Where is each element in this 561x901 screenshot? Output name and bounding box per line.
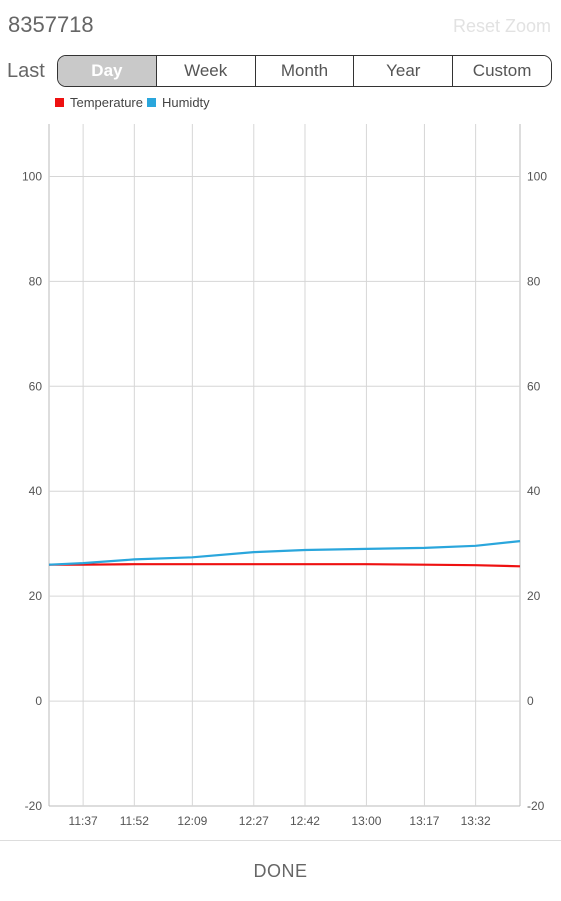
y-left-tick-label: -20: [25, 799, 43, 813]
legend-humidity[interactable]: Humidty: [146, 95, 210, 110]
x-tick-label: 11:37: [69, 814, 98, 828]
y-left-tick-label: 40: [29, 484, 43, 498]
range-year-button[interactable]: Year: [354, 56, 454, 86]
range-day-button[interactable]: Day: [58, 56, 157, 86]
temperature-swatch: [55, 98, 64, 107]
humidity-swatch: [146, 98, 156, 107]
y-left-tick-label: 100: [22, 169, 42, 183]
y-right-tick-label: 20: [527, 589, 541, 603]
reset-zoom-button[interactable]: Reset Zoom: [452, 16, 551, 36]
x-tick-label: 12:09: [177, 814, 207, 828]
device-id: 8357718: [8, 12, 94, 37]
top-bar: 8357718 Reset Zoom: [0, 0, 561, 52]
y-right-tick-label: 60: [527, 379, 541, 393]
range-label: Last: [7, 60, 45, 82]
temperature-line: [49, 563, 521, 568]
y-right-tick-label: -20: [527, 799, 545, 813]
y-right-tick-label: 0: [527, 694, 534, 708]
y-right-tick-label: 100: [527, 169, 547, 183]
y-left-tick-label: 60: [29, 379, 43, 393]
y-left-tick-label: 80: [29, 274, 43, 288]
x-tick-label: 13:32: [461, 814, 491, 828]
x-tick-label: 13:17: [409, 814, 439, 828]
range-custom-button[interactable]: Custom: [453, 56, 551, 86]
y-right-tick-label: 40: [527, 484, 541, 498]
range-selector: Day Week Month Year Custom: [57, 55, 552, 87]
x-tick-label: 13:00: [351, 814, 381, 828]
footer: DONE: [0, 840, 561, 901]
y-left-tick-label: 0: [35, 694, 42, 708]
range-week-button[interactable]: Week: [156, 56, 256, 86]
x-tick-label: 11:52: [120, 814, 149, 828]
y-right-tick-label: 80: [527, 274, 541, 288]
chart-legend: Temperature Humidty: [55, 95, 214, 110]
legend-temperature-label: Temperature: [70, 95, 143, 110]
legend-temperature[interactable]: Temperature: [55, 95, 143, 110]
y-left-tick-label: 20: [29, 589, 43, 603]
x-tick-label: 12:42: [290, 814, 320, 828]
x-tick-label: 12:27: [239, 814, 269, 828]
done-button[interactable]: DONE: [253, 860, 308, 881]
line-chart[interactable]: -20 0 20 40 60 80 100 -20 0 20 40 60 80 100 11:37 11:52…: [0, 118, 561, 838]
legend-humidity-label: Humidty: [161, 95, 210, 110]
range-month-button[interactable]: Month: [255, 56, 355, 86]
humidity-line: [48, 540, 521, 566]
